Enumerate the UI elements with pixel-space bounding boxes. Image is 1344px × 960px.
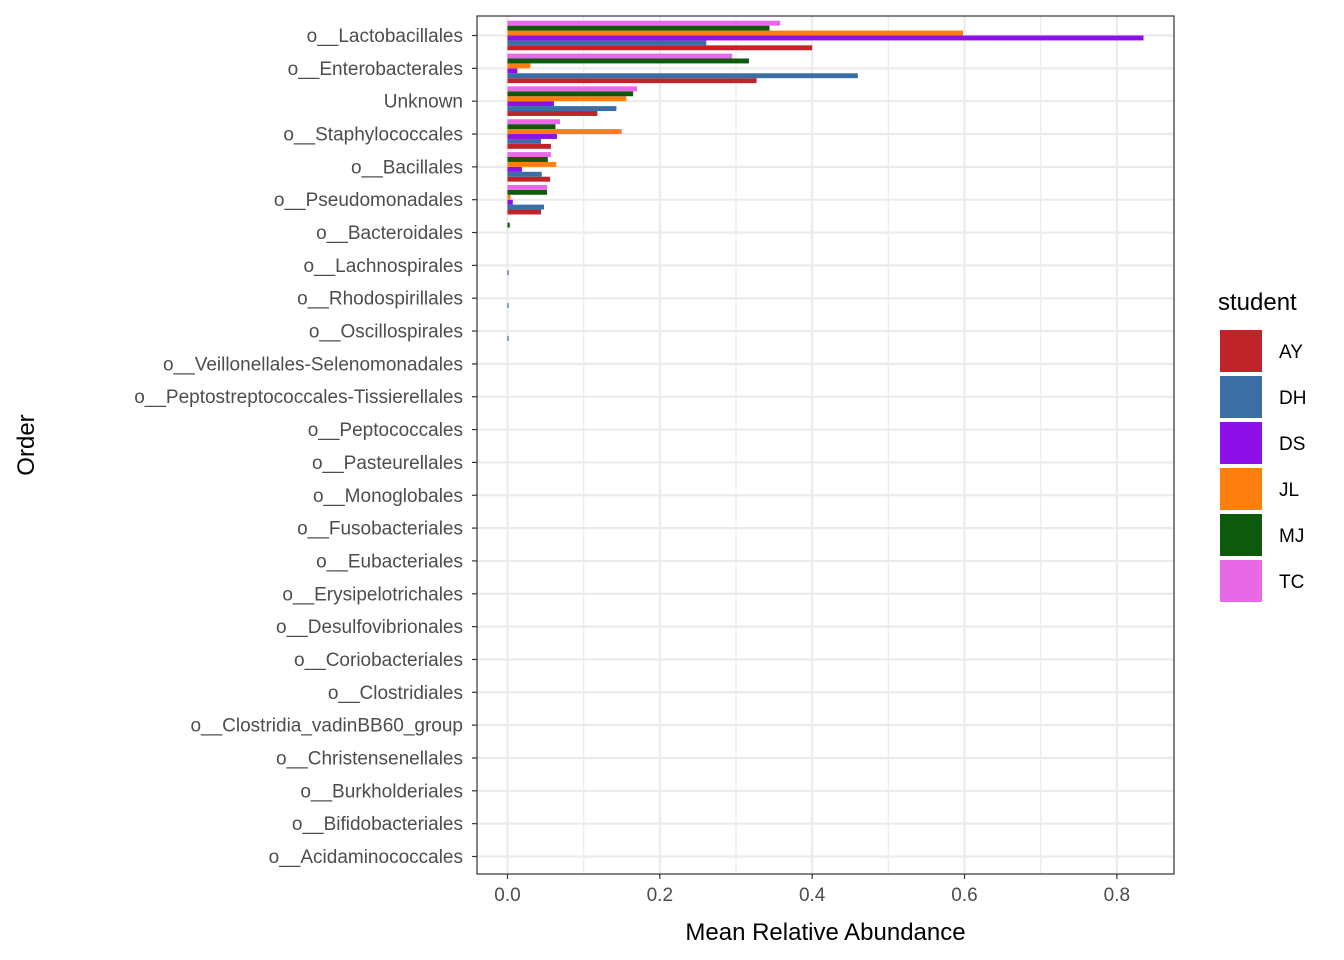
bar-dh (507, 40, 707, 46)
legend-label: AY (1279, 342, 1303, 363)
bar-tc (507, 20, 781, 26)
bar-dh (507, 138, 541, 144)
y-tick-label: o__Pasteurellales (312, 453, 463, 474)
x-tick-label: 0.4 (799, 885, 826, 906)
bar-tc (507, 53, 733, 59)
bar-ds (507, 101, 554, 107)
y-tick-label: o__Staphylococcales (283, 125, 463, 146)
x-axis: 0.0 0.2 0.4 0.6 0.8 (494, 874, 1130, 906)
legend-key-mj (1220, 514, 1262, 556)
y-tick-label: o__Christensenellales (276, 748, 463, 769)
bar-tc (507, 119, 561, 125)
legend-label: JL (1279, 480, 1299, 501)
legend-label: DH (1279, 388, 1306, 409)
bar-tc (507, 86, 637, 92)
bar-dh (507, 335, 509, 341)
grid-minor (583, 16, 1042, 874)
bar-jl (507, 194, 511, 200)
bar-jl (507, 30, 963, 36)
bar-dh (507, 171, 542, 177)
legend-key-ay (1220, 330, 1262, 372)
bar-tc (507, 152, 551, 158)
y-axis: o__Lactobacillales o__Enterobacterales Unk… (134, 26, 477, 868)
y-tick-label: o__Fusobacteriales (297, 519, 463, 540)
bars (507, 20, 1144, 341)
plot-panel-background (477, 16, 1174, 874)
legend-label: TC (1279, 572, 1304, 593)
bar-mj (507, 58, 749, 64)
y-tick-label: o__Clostridia_vadinBB60_group (190, 716, 463, 737)
legend: student AY DH DS JL MJ TC (1218, 289, 1306, 602)
bar-jl (507, 63, 531, 69)
bar-ds (507, 166, 522, 172)
y-tick-label: o__Monoglobales (313, 486, 463, 507)
legend-key-ds (1220, 422, 1262, 464)
bar-mj (507, 25, 770, 31)
y-tick-label: o__Coriobacteriales (294, 650, 463, 671)
legend-items: AY DH DS JL MJ TC (1220, 330, 1306, 602)
bar-ds (507, 68, 518, 74)
x-tick-label: 0.8 (1104, 885, 1130, 906)
y-tick-label: o__Burkholderiales (300, 781, 463, 802)
y-tick-label: o__Desulfovibrionales (276, 617, 463, 638)
y-tick-label: o__Peptostreptococcales-Tissierellales (134, 387, 463, 408)
x-tick-label: 0.0 (494, 885, 520, 906)
bar-dh (507, 204, 545, 210)
bar-ay (507, 78, 757, 84)
y-tick-label: o__Peptococcales (308, 420, 463, 441)
bar-mj (507, 222, 510, 228)
bar-ay (507, 143, 551, 149)
bar-jl (507, 129, 622, 135)
bar-mj (507, 91, 634, 97)
y-tick-label: o__Lachnospirales (303, 256, 463, 277)
bar-dh (507, 270, 509, 276)
legend-key-dh (1220, 376, 1262, 418)
bar-dh (507, 73, 858, 79)
y-tick-label: o__Eubacteriales (316, 551, 463, 572)
bar-ds (507, 134, 557, 139)
y-tick-label: o__Acidaminococcales (269, 847, 463, 868)
y-tick-label: o__Clostridiales (328, 683, 463, 704)
bar-dh (507, 106, 617, 112)
y-tick-label: o__Rhodospirillales (297, 289, 463, 310)
plot-panel-border (476, 15, 1175, 875)
bar-ay (507, 176, 551, 182)
bar-mj (507, 124, 556, 130)
bar-mj (507, 157, 548, 162)
bar-tc (507, 184, 548, 190)
x-tick-label: 0.6 (951, 885, 977, 906)
y-tick-label: o__Lactobacillales (307, 26, 463, 47)
legend-title: student (1218, 289, 1297, 316)
y-tick-label: Unknown (384, 92, 463, 113)
x-tick-label: 0.2 (647, 885, 673, 906)
y-tick-label: o__Bacteroidales (316, 223, 463, 244)
y-tick-label: o__Erysipelotrichales (282, 584, 463, 605)
legend-key-tc (1220, 560, 1262, 602)
y-tick-label: o__Veillonellales-Selenomonadales (163, 354, 463, 375)
legend-label: DS (1279, 434, 1305, 455)
bar-ds (507, 35, 1144, 41)
legend-label: MJ (1279, 526, 1304, 547)
bar-ay (507, 111, 598, 116)
bar-jl (507, 96, 627, 102)
y-tick-label: o__Bifidobacteriales (292, 814, 463, 835)
legend-key-jl (1220, 468, 1262, 510)
bar-mj (507, 189, 548, 195)
y-axis-title: Order (13, 414, 40, 475)
bar-dh (507, 303, 509, 309)
bar-ds (507, 199, 513, 205)
y-tick-label: o__Bacillales (351, 157, 463, 178)
y-tick-label: o__Enterobacterales (288, 59, 463, 80)
y-tick-label: o__Pseudomonadales (274, 190, 463, 211)
bar-ay (507, 209, 541, 215)
x-axis-title: Mean Relative Abundance (685, 919, 965, 946)
bar-jl (507, 161, 557, 167)
y-tick-label: o__Oscillospirales (309, 322, 463, 343)
bar-ay (507, 45, 813, 51)
